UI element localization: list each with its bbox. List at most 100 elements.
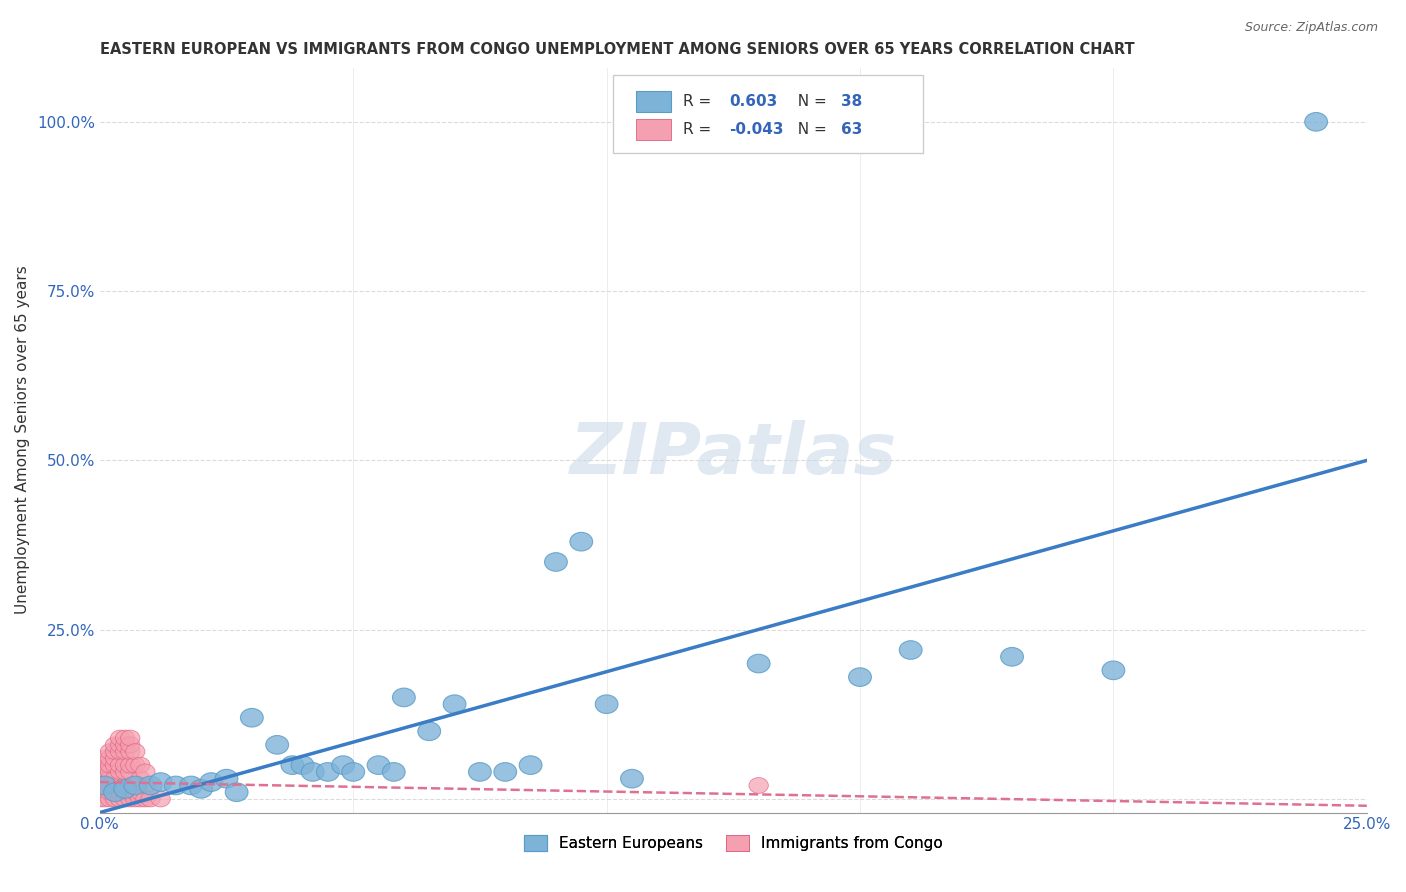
Ellipse shape — [215, 770, 238, 788]
Text: -0.043: -0.043 — [730, 122, 785, 137]
Ellipse shape — [125, 784, 145, 800]
Ellipse shape — [96, 778, 114, 793]
Ellipse shape — [115, 791, 135, 807]
Ellipse shape — [111, 737, 129, 753]
Ellipse shape — [105, 784, 125, 800]
Ellipse shape — [544, 553, 568, 571]
Ellipse shape — [125, 778, 145, 793]
Ellipse shape — [111, 778, 129, 793]
Ellipse shape — [121, 784, 141, 800]
Ellipse shape — [100, 791, 120, 807]
Ellipse shape — [115, 731, 135, 746]
Ellipse shape — [136, 778, 155, 793]
Text: 63: 63 — [841, 122, 862, 137]
Ellipse shape — [115, 737, 135, 753]
Ellipse shape — [96, 771, 114, 787]
Ellipse shape — [105, 791, 125, 807]
Ellipse shape — [100, 744, 120, 759]
Ellipse shape — [100, 784, 120, 800]
Ellipse shape — [1102, 661, 1125, 680]
Ellipse shape — [443, 695, 465, 714]
Ellipse shape — [121, 764, 141, 780]
Ellipse shape — [104, 783, 127, 802]
Ellipse shape — [190, 780, 212, 798]
Ellipse shape — [180, 776, 202, 795]
Ellipse shape — [332, 756, 354, 774]
Ellipse shape — [749, 778, 768, 793]
Ellipse shape — [382, 763, 405, 781]
Ellipse shape — [1305, 112, 1327, 131]
Ellipse shape — [900, 640, 922, 659]
Ellipse shape — [111, 784, 129, 800]
Ellipse shape — [392, 688, 415, 706]
Ellipse shape — [125, 791, 145, 807]
Ellipse shape — [105, 778, 125, 793]
Ellipse shape — [115, 757, 135, 773]
Ellipse shape — [121, 757, 141, 773]
Ellipse shape — [131, 791, 150, 807]
Ellipse shape — [136, 764, 155, 780]
Ellipse shape — [125, 744, 145, 759]
Text: R =: R = — [683, 95, 716, 110]
FancyBboxPatch shape — [636, 119, 671, 140]
Ellipse shape — [150, 791, 170, 807]
Ellipse shape — [200, 772, 222, 791]
Ellipse shape — [1001, 648, 1024, 666]
Text: N =: N = — [787, 95, 831, 110]
Ellipse shape — [418, 722, 440, 740]
Ellipse shape — [747, 654, 770, 673]
Text: 38: 38 — [841, 95, 862, 110]
Ellipse shape — [105, 744, 125, 759]
Ellipse shape — [849, 668, 872, 687]
FancyBboxPatch shape — [636, 92, 671, 112]
Ellipse shape — [96, 750, 114, 766]
Ellipse shape — [121, 791, 141, 807]
Ellipse shape — [111, 764, 129, 780]
Ellipse shape — [105, 757, 125, 773]
Ellipse shape — [141, 791, 160, 807]
Ellipse shape — [114, 780, 136, 798]
Ellipse shape — [620, 770, 644, 788]
Ellipse shape — [165, 776, 187, 795]
Ellipse shape — [468, 763, 491, 781]
Ellipse shape — [93, 776, 117, 795]
Text: Source: ZipAtlas.com: Source: ZipAtlas.com — [1244, 21, 1378, 34]
Ellipse shape — [569, 533, 593, 551]
Ellipse shape — [131, 757, 150, 773]
Ellipse shape — [96, 757, 114, 773]
Ellipse shape — [291, 756, 314, 774]
Ellipse shape — [342, 763, 364, 781]
Ellipse shape — [115, 764, 135, 780]
Legend: Eastern Europeans, Immigrants from Congo: Eastern Europeans, Immigrants from Congo — [517, 829, 949, 857]
Ellipse shape — [121, 778, 141, 793]
Ellipse shape — [90, 791, 110, 807]
Ellipse shape — [105, 771, 125, 787]
Ellipse shape — [111, 731, 129, 746]
Text: EASTERN EUROPEAN VS IMMIGRANTS FROM CONGO UNEMPLOYMENT AMONG SENIORS OVER 65 YEA: EASTERN EUROPEAN VS IMMIGRANTS FROM CONG… — [100, 42, 1135, 57]
Ellipse shape — [105, 750, 125, 766]
Ellipse shape — [301, 763, 323, 781]
Ellipse shape — [131, 784, 150, 800]
Ellipse shape — [115, 778, 135, 793]
Ellipse shape — [100, 757, 120, 773]
Ellipse shape — [111, 791, 129, 807]
Ellipse shape — [100, 750, 120, 766]
Ellipse shape — [367, 756, 389, 774]
Ellipse shape — [595, 695, 619, 714]
Ellipse shape — [100, 764, 120, 780]
Ellipse shape — [121, 744, 141, 759]
Ellipse shape — [96, 764, 114, 780]
Text: 0.603: 0.603 — [730, 95, 778, 110]
Ellipse shape — [121, 737, 141, 753]
Ellipse shape — [96, 791, 114, 807]
Text: N =: N = — [787, 122, 831, 137]
Ellipse shape — [100, 778, 120, 793]
Ellipse shape — [281, 756, 304, 774]
Ellipse shape — [225, 783, 247, 802]
Ellipse shape — [121, 731, 141, 746]
Ellipse shape — [139, 776, 162, 795]
Ellipse shape — [316, 763, 339, 781]
Ellipse shape — [90, 784, 110, 800]
Ellipse shape — [240, 708, 263, 727]
Y-axis label: Unemployment Among Seniors over 65 years: Unemployment Among Seniors over 65 years — [15, 266, 30, 615]
